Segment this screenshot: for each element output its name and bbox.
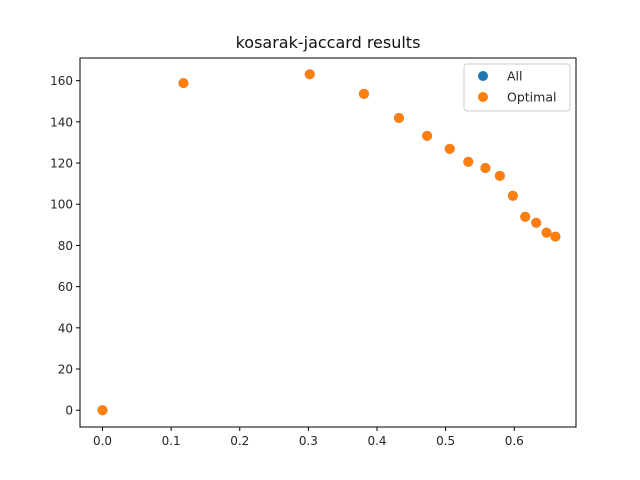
legend-marker [478, 71, 488, 81]
legend-box [463, 63, 571, 112]
data-point-optimal [550, 231, 561, 242]
data-point-optimal [507, 190, 518, 201]
points-layer [97, 69, 561, 416]
x-tick-label: 0.4 [367, 434, 386, 448]
series-all [97, 69, 561, 416]
x-tick-label: 0.2 [230, 434, 249, 448]
data-point-optimal [178, 78, 189, 89]
plot-area-frame [79, 57, 577, 428]
x-tick-label: 0.1 [162, 434, 181, 448]
series-optimal [97, 69, 561, 416]
data-point-optimal [393, 112, 404, 123]
data-point-optimal [480, 162, 491, 173]
x-tick-label: 0.6 [505, 434, 524, 448]
chart-title: kosarak-jaccard results [236, 33, 421, 52]
data-point-optimal [494, 170, 505, 181]
y-tick-label: 80 [58, 239, 73, 253]
data-point-optimal [422, 130, 433, 141]
data-point-optimal [304, 69, 315, 80]
data-point-optimal [463, 156, 474, 167]
y-tick-label: 140 [50, 115, 73, 129]
x-tick-label: 0.3 [299, 434, 318, 448]
x-tick-label: 0.0 [93, 434, 112, 448]
y-tick-label: 60 [58, 280, 73, 294]
data-point-optimal [358, 88, 369, 99]
legend-marker [478, 92, 488, 102]
legend-label: Optimal [507, 90, 556, 105]
data-point-optimal [520, 211, 531, 222]
legend: All Optimal [463, 63, 571, 112]
y-tick-label: 0 [65, 404, 73, 418]
y-tick-label: 20 [58, 363, 73, 377]
x-tick-label: 0.5 [436, 434, 455, 448]
y-tick-label: 120 [50, 157, 73, 171]
data-point-optimal [531, 217, 542, 228]
y-tick-label: 40 [58, 321, 73, 335]
y-tick-label: 160 [50, 74, 73, 88]
y-tick-label: 100 [50, 198, 73, 212]
data-point-optimal [97, 405, 108, 416]
data-point-optimal [444, 143, 455, 154]
legend-label: All [507, 69, 523, 84]
data-point-optimal [541, 227, 552, 238]
axes-layer: 0.0 0.1 0.2 0.3 0.4 0.5 0.6 0 20 40 60 80 100 120 140 1… [50, 74, 524, 448]
